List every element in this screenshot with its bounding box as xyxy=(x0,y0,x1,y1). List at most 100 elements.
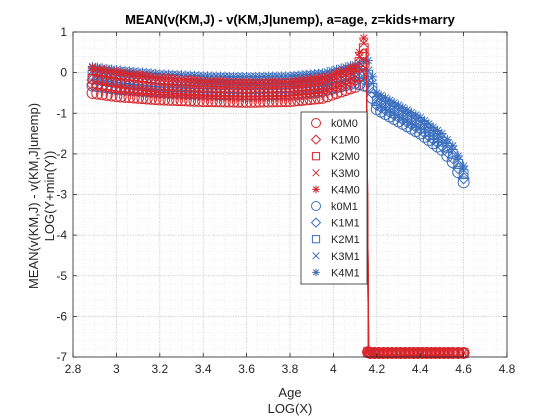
data-point xyxy=(363,66,373,76)
data-point xyxy=(368,346,381,360)
data-point xyxy=(227,89,240,103)
data-point xyxy=(359,33,369,43)
data-point xyxy=(372,346,386,360)
data-point xyxy=(350,70,361,81)
data-point xyxy=(266,89,279,102)
data-point xyxy=(429,346,442,360)
x-tick-label: 4.6 xyxy=(455,362,472,376)
data-point xyxy=(458,161,469,171)
legend-marker xyxy=(312,268,320,277)
data-point xyxy=(218,89,232,102)
data-point xyxy=(175,87,188,101)
data-point xyxy=(257,89,271,103)
data-point xyxy=(275,89,288,102)
legend-entry-k0M1: k0M1 xyxy=(311,201,358,213)
chart-title: MEAN(v(KM,J) - v(KM,J|unemp), a=age, z=k… xyxy=(125,12,456,27)
x-tick-label: 3.6 xyxy=(238,362,255,376)
legend-marker xyxy=(312,252,320,260)
data-point xyxy=(345,63,356,73)
data-point xyxy=(457,172,470,185)
series-K4M0 xyxy=(87,33,469,358)
y-tick-label: 1 xyxy=(60,25,67,39)
x-tick-label: 2.8 xyxy=(65,362,82,376)
x-axis-label: Age xyxy=(278,385,301,400)
data-point xyxy=(205,89,219,102)
legend-label: K4M0 xyxy=(331,184,360,196)
data-point xyxy=(210,89,223,102)
legend-entry-K1M0: K1M0 xyxy=(310,134,360,147)
data-point xyxy=(262,89,275,102)
legend-marker xyxy=(312,169,320,177)
data-point xyxy=(249,89,262,103)
data-point xyxy=(170,87,184,100)
legend-entry-K1M1: K1M1 xyxy=(310,217,360,230)
y-tick-label: -5 xyxy=(56,269,67,283)
data-point xyxy=(442,134,452,145)
x-tick-label: 4.4 xyxy=(412,362,429,376)
data-point xyxy=(157,86,171,100)
y-axis-label: MEAN(v(KM,J) - v(KM,J|unemp) xyxy=(26,103,41,289)
legend-label: k0M1 xyxy=(331,201,358,213)
data-point xyxy=(350,61,360,72)
legend-label: K1M0 xyxy=(331,135,360,147)
y-tick-label: -3 xyxy=(56,188,67,202)
data-point xyxy=(354,47,365,57)
legend-marker xyxy=(312,185,320,194)
data-point xyxy=(253,89,266,103)
data-point xyxy=(457,176,470,189)
data-point xyxy=(416,346,429,360)
plot-area: 2.8 3 3.2 3.4 3.6 3.8 4 4.2 4.4 4.6 4.8 -7 -6 -5 -4 -3 -… xyxy=(56,25,515,376)
x-tick-label: 3.2 xyxy=(151,362,168,376)
data-point xyxy=(153,86,167,100)
data-point xyxy=(448,141,458,151)
series-drop-line xyxy=(365,48,370,353)
legend-marker xyxy=(311,152,321,161)
legend-label: K1M1 xyxy=(331,218,360,230)
data-point xyxy=(442,346,455,360)
legend-label: K3M0 xyxy=(331,168,360,180)
data-point xyxy=(367,72,378,82)
legend-entry-K2M1: K2M1 xyxy=(311,234,360,246)
data-point xyxy=(86,86,99,99)
data-point xyxy=(144,85,158,99)
y-tick-label: -4 xyxy=(56,228,67,242)
data-point xyxy=(179,87,193,101)
x-axis-label-secondary: LOG(X) xyxy=(268,401,313,416)
x-tick-label: 4 xyxy=(330,362,337,376)
legend-marker xyxy=(310,217,322,228)
data-point xyxy=(162,87,175,100)
data-point xyxy=(424,346,438,360)
data-point xyxy=(381,346,394,360)
data-point xyxy=(223,89,236,102)
data-point xyxy=(433,346,446,360)
legend-label: k0M0 xyxy=(331,118,358,130)
data-point xyxy=(91,87,104,100)
data-point xyxy=(348,74,362,87)
x-tick-label: 4.8 xyxy=(499,362,516,376)
y-tick-label: 0 xyxy=(60,66,67,80)
data-point xyxy=(403,346,416,360)
legend-entry-k0M0: k0M0 xyxy=(311,118,358,130)
y-axis-label-secondary: LOG(Y+min(Y)) xyxy=(42,151,57,242)
data-point xyxy=(437,346,451,360)
legend-label: K2M0 xyxy=(331,151,360,163)
data-point xyxy=(420,346,433,360)
data-point xyxy=(183,88,197,101)
legend-marker xyxy=(311,235,321,244)
data-point xyxy=(376,90,386,101)
legend-entry-K3M0: K3M0 xyxy=(312,168,360,180)
legend-entry-K4M0: K4M0 xyxy=(312,184,360,196)
data-point xyxy=(96,88,109,101)
data-point xyxy=(390,346,403,360)
data-point xyxy=(385,346,399,360)
data-point xyxy=(270,89,284,102)
y-tick-label: -1 xyxy=(56,106,67,120)
legend-marker xyxy=(311,201,321,211)
legend-label: K3M1 xyxy=(331,251,360,263)
data-point xyxy=(407,346,420,360)
data-point xyxy=(236,89,249,103)
data-point xyxy=(188,88,201,101)
series-layer xyxy=(86,33,470,360)
data-point xyxy=(437,128,447,139)
